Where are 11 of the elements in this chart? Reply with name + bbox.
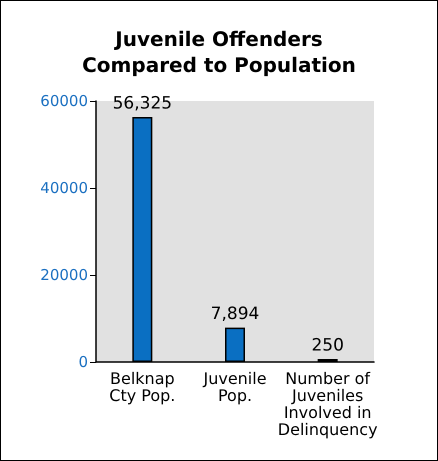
- y-tick-label: 0: [78, 353, 88, 371]
- data-label: 7,894: [210, 304, 260, 324]
- y-tick-label: 20000: [40, 266, 88, 284]
- x-tick-label: Juvenile Pop.: [202, 369, 267, 405]
- data-label: 56,325: [112, 93, 172, 114]
- x-tick-label: Number of Juveniles Involved in Delinquency: [278, 369, 378, 439]
- chart-title: Juvenile Offenders Compared to Population: [82, 27, 356, 77]
- data-label: 250: [311, 336, 344, 356]
- y-tick-label: 40000: [40, 179, 88, 197]
- y-tick-label: 60000: [40, 92, 88, 110]
- x-tick-label: Belknap Cty Pop.: [109, 369, 176, 405]
